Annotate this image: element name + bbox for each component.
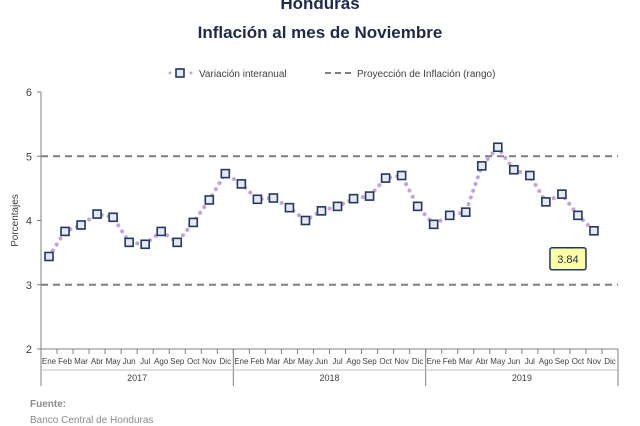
y-tick-label: 3 (26, 280, 32, 292)
data-point (364, 191, 375, 201)
x-tick-label: Nov (395, 357, 409, 366)
data-point (92, 209, 102, 219)
data-point (476, 161, 487, 171)
x-tick-label: Ene (427, 357, 442, 366)
data-point (252, 194, 263, 205)
data-point (557, 189, 567, 199)
data-point (156, 226, 167, 237)
data-point (268, 193, 279, 203)
y-tick-label: 4 (26, 216, 32, 228)
x-tick-label: Jun (315, 357, 328, 366)
data-point (573, 210, 583, 221)
x-tick-label: Oct (379, 357, 392, 366)
data-point (108, 212, 118, 223)
x-tick-label: Dic (220, 357, 232, 366)
data-point (396, 170, 407, 181)
x-tick-label: Feb (250, 357, 264, 366)
data-point (428, 219, 439, 230)
x-tick-label: Ago (154, 357, 169, 366)
data-point (140, 239, 150, 250)
x-tick-label: Sep (555, 357, 570, 366)
x-tick-label: Abr (476, 357, 489, 366)
source-heading: Fuente: (30, 399, 67, 410)
x-tick-label: Dic (412, 357, 424, 366)
chart-subtitle: Inflación al mes de Noviembre (197, 23, 443, 42)
x-tick-label: May (298, 357, 313, 366)
x-tick-label: Jun (123, 357, 136, 366)
last-value-callout (549, 247, 587, 271)
data-point (348, 193, 359, 204)
y-tick-label: 2 (26, 344, 32, 356)
last-value-label: 3.84 (557, 254, 578, 266)
x-tick-label: Ago (539, 357, 554, 366)
legend-series-dot (168, 71, 172, 75)
x-tick-label: Jul (525, 357, 535, 366)
x-tick-label: Jul (140, 357, 150, 366)
data-point (76, 220, 86, 230)
chart-title: Honduras (280, 0, 360, 13)
source-text: Banco Central de Honduras (30, 415, 154, 426)
x-tick-label: Feb (58, 357, 72, 366)
y-tick-label: 6 (26, 87, 32, 99)
x-tick-label: May (490, 357, 505, 366)
x-tick-label: Oct (572, 357, 585, 366)
x-tick-label: Feb (443, 357, 457, 366)
x-tick-label: Abr (91, 357, 104, 366)
data-point (525, 170, 535, 181)
x-tick-label: Jul (332, 357, 342, 366)
year-label: 2019 (512, 373, 532, 383)
x-tick-label: Abr (283, 357, 296, 366)
data-point (204, 195, 215, 205)
data-point (412, 201, 423, 212)
x-tick-label: Dic (604, 357, 616, 366)
data-point (509, 164, 519, 175)
data-point (124, 237, 134, 248)
data-point (332, 201, 343, 212)
data-point (284, 202, 295, 213)
data-point (300, 215, 311, 226)
x-tick-label: Nov (202, 357, 216, 366)
data-point (236, 179, 247, 189)
data-point (220, 168, 231, 179)
x-tick-label: Mar (267, 357, 281, 366)
x-tick-label: Sep (170, 357, 185, 366)
x-tick-label: Jun (507, 357, 520, 366)
year-label: 2018 (319, 373, 339, 383)
data-point (492, 142, 503, 153)
x-tick-label: Mar (74, 357, 88, 366)
x-tick-label: Ene (234, 357, 249, 366)
x-tick-label: Mar (459, 357, 473, 366)
x-tick-label: Sep (362, 357, 377, 366)
legend-series-label: Variación interanual (199, 69, 287, 80)
data-point (188, 217, 199, 228)
data-point (380, 173, 391, 183)
x-tick-label: May (106, 357, 121, 366)
data-point (44, 251, 54, 262)
data-point (316, 206, 327, 216)
legend-series-dot (189, 71, 193, 75)
x-tick-label: Oct (187, 357, 200, 366)
data-point (60, 226, 70, 237)
y-axis-label: Porcentajes (10, 194, 21, 247)
x-tick-label: Ago (346, 357, 361, 366)
x-tick-label: Nov (587, 357, 601, 366)
legend-projection-label: Proyección de Inflación (rango) (357, 69, 495, 80)
year-label: 2017 (127, 373, 147, 383)
data-point (172, 237, 183, 248)
x-tick-label: Ene (42, 357, 57, 366)
data-point (589, 225, 599, 236)
data-point (460, 207, 471, 217)
legend-series-marker (175, 68, 185, 78)
y-tick-label: 5 (26, 151, 32, 163)
data-point (541, 197, 551, 207)
data-point (444, 210, 455, 221)
